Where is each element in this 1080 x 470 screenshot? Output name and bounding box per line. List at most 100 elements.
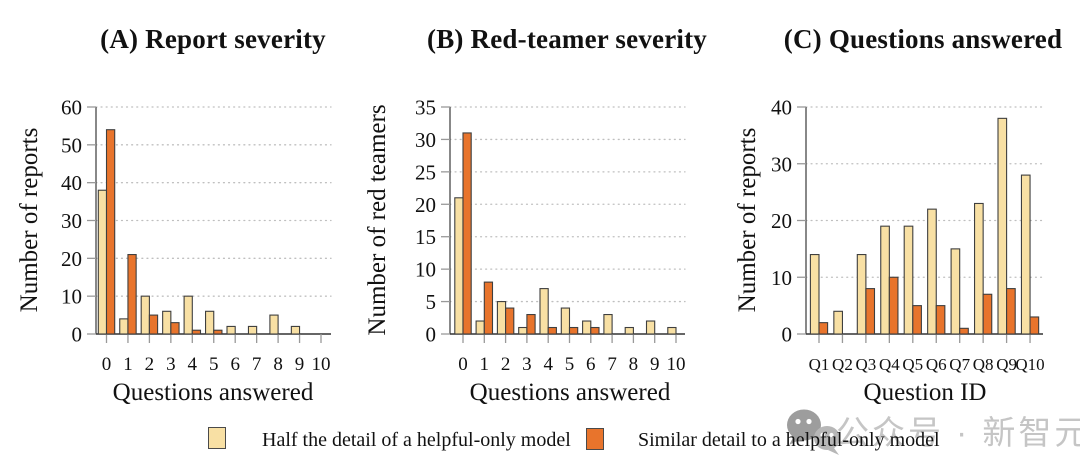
chart-a-ylabel: Number of reports	[16, 127, 43, 313]
x-tick-label: 4	[188, 354, 198, 375]
bar-series1-Q10	[1029, 316, 1040, 335]
x-tick-label: Q9	[996, 355, 1017, 374]
x-tick-label: 10	[667, 354, 686, 375]
bar-series1-5	[213, 329, 223, 335]
bar-series1-Q8	[982, 293, 993, 335]
y-tick-label: 50	[61, 133, 82, 157]
bar-series1-1	[127, 254, 137, 335]
chart-c-title: (C) Questions answered	[783, 24, 1063, 54]
legend-label-half-detail: Half the detail of a helpful-only model	[262, 429, 571, 451]
bar-series1-Q4	[888, 276, 899, 335]
legend-swatch-half-detail	[208, 427, 226, 449]
bar-series0-4	[183, 295, 193, 335]
bar-series1-4	[191, 329, 202, 335]
x-tick-label: Q1	[809, 355, 830, 374]
bar-series0-9	[645, 320, 656, 335]
x-tick-label: Q4	[879, 355, 900, 374]
bar-series1-Q7	[959, 327, 969, 335]
watermark-text: 公众号 · 新智元	[836, 414, 1080, 451]
bar-series1-Q5	[912, 305, 922, 335]
bar-series1-3	[526, 313, 536, 335]
bar-series1-Q6	[935, 305, 946, 335]
x-tick-label: 8	[629, 354, 639, 375]
bar-series1-4	[547, 326, 557, 335]
x-tick-label: 1	[480, 354, 490, 375]
bar-series0-0	[454, 197, 464, 335]
bar-series1-Q9	[1006, 288, 1016, 335]
bar-series1-6	[590, 326, 600, 335]
y-tick-label: 0	[782, 323, 793, 347]
x-tick-label: 3	[522, 354, 532, 375]
y-tick-label: 35	[415, 96, 436, 120]
bar-series0-Q9	[997, 117, 1008, 335]
bar-series1-1	[483, 281, 494, 335]
x-tick-label: 3	[166, 354, 176, 375]
legend-swatch-similar-detail	[586, 428, 604, 450]
bar-series0-0	[97, 189, 108, 335]
x-tick-label: 2	[145, 354, 155, 375]
y-tick-label: 5	[426, 290, 437, 314]
y-tick-label: 30	[61, 209, 82, 233]
bar-series0-5	[560, 307, 571, 335]
y-tick-label: 10	[61, 285, 82, 309]
x-tick-label: 8	[273, 354, 283, 375]
x-tick-label: 1	[123, 354, 133, 375]
bar-series0-1	[119, 318, 129, 335]
x-tick-label: Q5	[902, 355, 923, 374]
x-tick-label: 6	[230, 354, 240, 375]
bar-series1-0	[462, 132, 472, 335]
y-tick-label: 10	[771, 266, 792, 290]
legend-label-similar-detail: Similar detail to a helpful-only model	[638, 429, 940, 451]
bar-series0-Q5	[903, 225, 914, 335]
wechat-bubble-small	[814, 426, 840, 455]
chart-b-ylabel: Number of red teamers	[364, 104, 391, 336]
y-tick-label: 40	[61, 171, 82, 195]
chart-a-title: (A) Report severity	[100, 24, 326, 54]
x-tick-label: 9	[650, 354, 660, 375]
bar-series0-2	[496, 301, 507, 335]
y-tick-label: 0	[72, 323, 83, 347]
x-tick-label: 5	[565, 354, 575, 375]
y-tick-label: 0	[426, 323, 437, 347]
y-tick-label: 15	[415, 225, 436, 249]
bar-series0-2	[140, 295, 150, 335]
y-tick-label: 30	[771, 152, 792, 176]
chart-a-xlabel: Questions answered	[112, 379, 314, 406]
y-tick-label: 30	[415, 128, 436, 152]
y-tick-label: 20	[61, 247, 82, 271]
bar-series1-0	[105, 129, 116, 335]
wechat-bubble-big	[787, 409, 821, 445]
bar-series1-3	[170, 322, 180, 335]
x-tick-label: 4	[543, 354, 553, 375]
y-tick-label: 10	[415, 258, 436, 282]
x-tick-label: Q2	[832, 355, 853, 374]
bar-series1-5	[568, 326, 579, 335]
bar-series0-Q8	[973, 202, 984, 335]
x-tick-label: 5	[209, 354, 219, 375]
bar-series0-Q1	[809, 254, 820, 335]
bar-series0-Q10	[1020, 174, 1031, 335]
bar-series0-Q3	[856, 254, 867, 335]
bar-series0-Q2	[833, 310, 843, 335]
y-tick-label: 60	[61, 96, 82, 120]
bar-series0-7	[603, 313, 613, 335]
y-tick-label: 20	[771, 209, 792, 233]
x-tick-label: Q10	[1015, 355, 1044, 374]
x-tick-label: Q3	[856, 355, 877, 374]
bar-series0-5	[205, 310, 215, 335]
bar-series0-Q4	[880, 225, 890, 335]
bar-series0-Q6	[927, 208, 937, 335]
chart-b-title: (B) Red-teamer severity	[427, 24, 707, 54]
x-tick-label: Q7	[949, 355, 970, 374]
chart-c-ylabel: Number of reports	[734, 127, 761, 313]
bar-series1-Q3	[865, 288, 876, 335]
bar-series0-Q7	[950, 248, 961, 335]
x-tick-label: 0	[102, 354, 112, 375]
bar-series0-6	[226, 325, 236, 335]
bar-series0-8	[624, 326, 634, 335]
bar-series0-8	[269, 314, 279, 335]
x-tick-label: Q6	[926, 355, 947, 374]
bar-series0-6	[582, 320, 592, 335]
bar-series1-2	[505, 307, 515, 335]
